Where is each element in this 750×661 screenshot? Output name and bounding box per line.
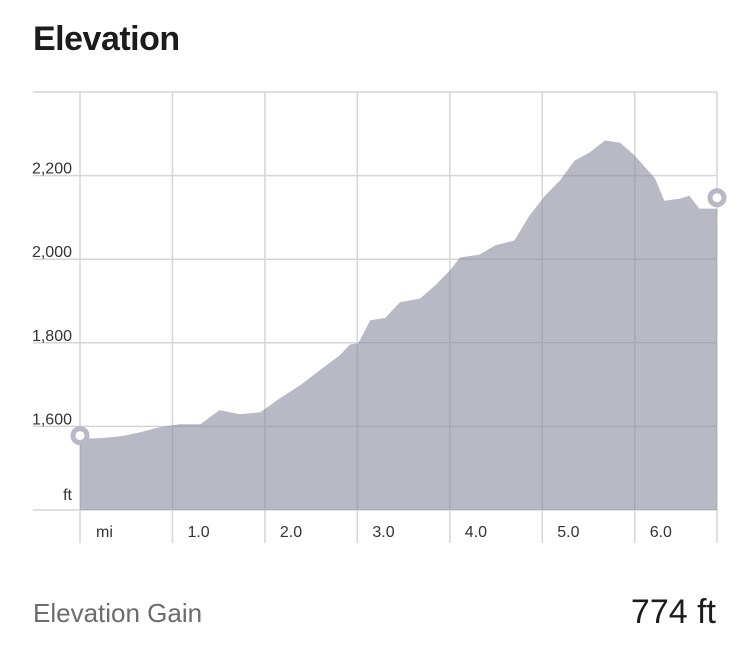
x-tick-label: 4.0	[465, 524, 487, 541]
elevation-gain-label: Elevation Gain	[33, 598, 203, 628]
elevation-chart: 1,600 1,800 2,000 2,200 ft mi 1.0 2.0 3.0 4.0 5.0 6…	[32, 91, 727, 543]
x-axis-unit: mi	[96, 524, 113, 541]
y-axis-unit: ft	[63, 487, 72, 504]
y-tick-label: 2,200	[32, 161, 72, 178]
x-tick-label: 1.0	[187, 524, 209, 541]
elevation-area	[80, 140, 717, 510]
y-tick-label: 2,000	[32, 244, 72, 261]
x-tick-label: 6.0	[650, 524, 672, 541]
x-tick-label: 2.0	[280, 524, 302, 541]
chart-title: Elevation	[33, 20, 180, 58]
start-marker	[70, 426, 90, 446]
y-tick-label: 1,600	[32, 411, 72, 428]
y-tick-label: 1,800	[32, 328, 72, 345]
x-tick-label: 3.0	[372, 524, 394, 541]
elevation-gain-value: 774 ft	[630, 593, 716, 631]
x-tick-label: 5.0	[557, 524, 579, 541]
end-marker	[707, 188, 727, 208]
